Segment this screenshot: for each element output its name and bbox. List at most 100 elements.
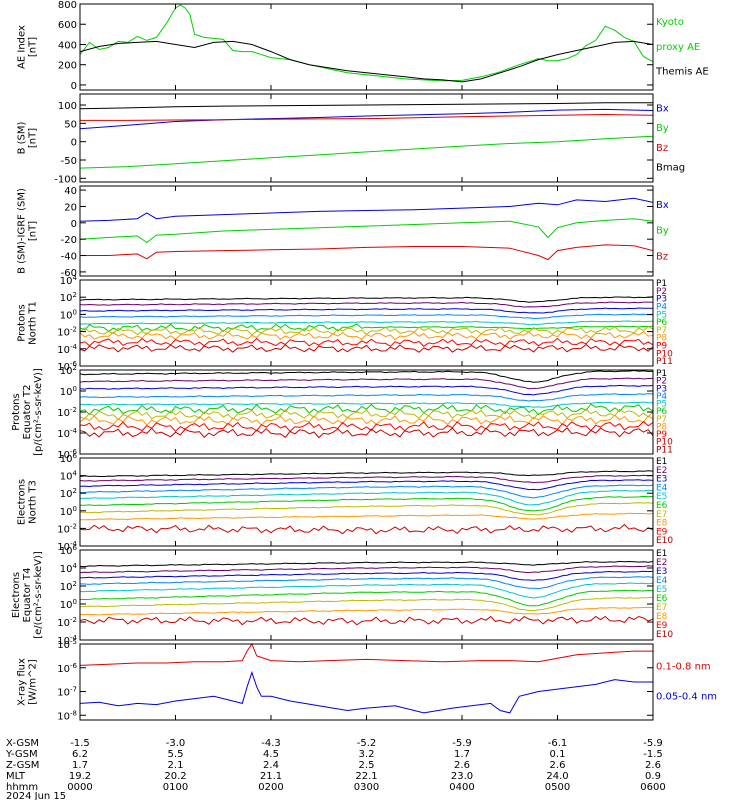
panel-bigrf: -60 -40 -20 0 20 40 B (SM)-IGRF (SM) [nT] Bx By Bz — [17, 185, 669, 279]
series-line-e5 — [80, 582, 653, 599]
legend-label: P5 — [656, 400, 667, 410]
y-axis-label: Protons — [11, 393, 22, 430]
series-line-p4 — [80, 313, 653, 320]
panel-frame — [79, 3, 654, 91]
ephemeris-value: 2.1 — [168, 760, 184, 771]
ephemeris-value: 5.5 — [168, 749, 184, 760]
tick-label: 100 — [60, 385, 77, 398]
legend-label: 0.05-0.4 nm — [656, 692, 717, 703]
ephemeris-value: 19.2 — [69, 771, 91, 782]
series-line-e1 — [80, 470, 653, 477]
series-line-themis-ae — [80, 40, 653, 83]
y-axis-label: [p/(cm²-s-sr-keV)] — [33, 368, 44, 456]
tick-label: 10-6 — [57, 448, 77, 461]
legend-label: E8 — [656, 612, 668, 622]
ephemeris-value: 0.9 — [645, 771, 661, 782]
tick-label: 10-4 — [57, 427, 77, 440]
tick-label: 100 — [60, 505, 77, 518]
series-line-e3 — [80, 479, 653, 491]
legend-xray: 0.1-0.8 nm 0.05-0.4 nm — [656, 661, 717, 702]
ephemeris-value: 21.1 — [260, 771, 282, 782]
legend-label: P5 — [656, 310, 667, 320]
legend-label: P1 — [656, 369, 667, 379]
legend-label: P4 — [656, 303, 667, 313]
series-line-bz — [80, 244, 653, 261]
series-line-by — [80, 135, 653, 169]
legend-label: P9 — [656, 430, 667, 440]
series-line-p2 — [80, 301, 653, 308]
ephemeris-value: -1.5 — [70, 738, 90, 749]
y-axis-label: Electrons — [17, 479, 28, 525]
legend-label: Bmag — [656, 162, 685, 173]
legend-label: Bx — [656, 104, 669, 115]
legend-label: E1 — [656, 549, 667, 559]
legend-label: P6 — [656, 318, 667, 328]
legend-label: P3 — [656, 295, 667, 305]
series-line-e9 — [80, 523, 653, 535]
legend-label: Bz — [656, 143, 668, 154]
legend-label: P6 — [656, 407, 667, 417]
ephemeris-value: -5.2 — [357, 738, 377, 749]
tick-label: -50 — [61, 156, 77, 167]
series-line-e1 — [80, 560, 653, 568]
x-tick-label: 0000 — [67, 782, 92, 793]
y-axis-label: B (SM)-IGRF (SM) — [17, 188, 28, 274]
series-line-bx — [80, 108, 653, 130]
tick-label: -60 — [61, 268, 77, 279]
ephemeris-value: 2.6 — [645, 760, 661, 771]
series-line-e5 — [80, 489, 653, 506]
legend-label: E5 — [656, 585, 667, 595]
legend-label: E7 — [656, 603, 667, 613]
y-axis-label: AE Index — [17, 25, 28, 69]
series-line-e8 — [80, 606, 653, 616]
tick-label: 200 — [58, 61, 77, 72]
ephemeris-value: 2.5 — [359, 760, 375, 771]
legend-label: E2 — [656, 558, 667, 568]
series-line-p8 — [80, 330, 653, 341]
y-axis-label: [nT] — [28, 221, 39, 241]
legend-label: Bz — [656, 251, 668, 262]
tick-label: 104 — [60, 562, 78, 575]
ephemeris-row-label: Z-GSM — [6, 760, 39, 771]
tick-label: 106 — [60, 452, 78, 465]
ephemeris-value: 20.2 — [164, 771, 186, 782]
tick-label: 102 — [60, 291, 77, 304]
legend-label: P4 — [656, 392, 667, 402]
series-line-p10 — [80, 343, 653, 353]
series-line-p7 — [80, 408, 653, 421]
series-line-p2 — [80, 377, 653, 390]
y-axis-label: [nT] — [28, 37, 39, 57]
legend-label: E10 — [656, 536, 673, 546]
legend-label: P8 — [656, 334, 667, 344]
legend-label: E9 — [656, 527, 668, 537]
series-line-e6 — [80, 589, 653, 607]
series-line-kyoto-proxy-ae — [80, 4, 653, 82]
series-line-e2 — [80, 474, 653, 484]
legend-label: By — [656, 226, 669, 237]
series-line-p10 — [80, 427, 653, 439]
series-line-e6 — [80, 495, 653, 512]
legend-label: proxy AE — [656, 42, 700, 53]
legend-label: P2 — [656, 287, 667, 297]
y-axis-label: [nT] — [28, 128, 39, 148]
x-tick-label: 0200 — [258, 782, 283, 793]
legend-label: E8 — [656, 519, 668, 529]
ephemeris-value: -4.3 — [261, 738, 281, 749]
legend-label: P11 — [656, 357, 673, 367]
legend-label: P7 — [656, 415, 667, 425]
series-line-e9 — [80, 615, 653, 626]
tick-label: 10-7 — [57, 686, 77, 699]
legend-label: E4 — [656, 576, 668, 586]
ephemeris-value: 3.2 — [359, 749, 375, 760]
ephemeris-value: -5.9 — [452, 738, 472, 749]
ephemeris-value: 24.0 — [546, 771, 568, 782]
ephemeris-value: 1.7 — [72, 760, 88, 771]
x-tick-label: 0400 — [449, 782, 474, 793]
tick-label: 100 — [60, 308, 77, 321]
y-axis-label: North T3 — [28, 480, 39, 524]
ephemeris-value: -5.9 — [643, 738, 663, 749]
